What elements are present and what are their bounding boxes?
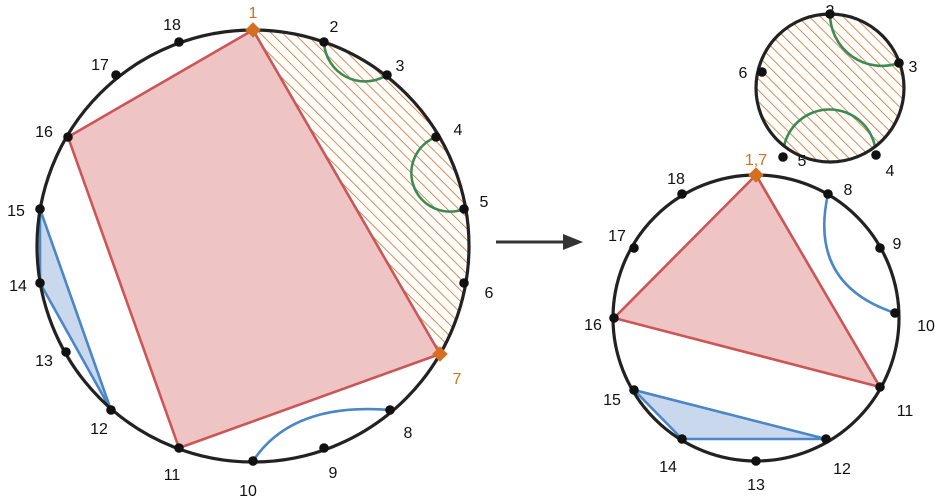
arc-2-3-small	[828, 14, 900, 68]
arc-8-10-small	[823, 193, 896, 315]
red-triangle	[612, 173, 882, 389]
left-label-7: 7	[453, 371, 462, 388]
left-point-13	[61, 347, 71, 357]
right-top-label-2: 2	[826, 3, 835, 20]
left-point-5	[459, 204, 469, 214]
right-bottom-point-9	[875, 243, 885, 253]
right-bottom-label-17: 17	[608, 228, 626, 245]
right-top-point-2	[825, 9, 835, 19]
right-top-point-4	[871, 150, 881, 160]
left-point-18	[174, 37, 184, 47]
left-label-15: 15	[7, 203, 25, 220]
left-label-10: 10	[239, 483, 257, 500]
left-label-12: 12	[90, 421, 108, 438]
right-top-points: 2 3 4 5 6	[739, 3, 918, 180]
right-top-diagram: 2 3 4 5 6	[739, 3, 918, 180]
right-bottom-point-11	[875, 382, 885, 392]
left-point-10	[248, 456, 258, 466]
right-bottom-point-8	[823, 189, 833, 199]
left-point-11	[174, 443, 184, 453]
transform-arrow	[496, 234, 583, 250]
right-bottom-label-9: 9	[893, 236, 902, 253]
left-point-4	[431, 132, 441, 142]
right-bottom-point-13	[751, 456, 761, 466]
left-label-2: 2	[330, 19, 339, 36]
right-top-label-3: 3	[909, 59, 918, 76]
left-point-6	[459, 278, 469, 288]
right-bottom-point-15	[629, 385, 639, 395]
left-label-8: 8	[404, 425, 413, 442]
right-bottom-label-1-7: 1,7	[745, 152, 767, 169]
right-bottom-label-12: 12	[833, 461, 851, 478]
blue-triangle-small	[632, 388, 828, 441]
left-point-14	[35, 278, 45, 288]
left-point-2	[319, 37, 329, 47]
right-bottom-point-16	[609, 313, 619, 323]
right-bottom-point-14	[677, 434, 687, 444]
blue-triangle	[38, 207, 113, 412]
hatched-disk	[756, 14, 904, 162]
left-point-3	[382, 70, 392, 80]
right-bottom-point-10	[890, 308, 900, 318]
right-top-label-5: 5	[798, 153, 807, 170]
right-bottom-points: 1,7 8 9 10 11 12 13 14 15 16 17 18	[584, 152, 935, 494]
left-label-6: 6	[485, 285, 494, 302]
hatched-region	[253, 30, 469, 354]
right-bottom-label-11: 11	[897, 403, 914, 420]
left-label-4: 4	[454, 122, 463, 139]
right-bottom-label-18: 18	[667, 171, 685, 188]
arc-4-5	[410, 135, 465, 213]
right-bottom-label-13: 13	[747, 477, 765, 494]
left-label-9: 9	[329, 465, 338, 482]
left-label-18: 18	[163, 17, 181, 34]
left-point-8	[385, 405, 395, 415]
left-point-15	[35, 204, 45, 214]
left-point-16	[63, 132, 73, 142]
left-label-17: 17	[91, 57, 109, 74]
left-point-17	[111, 70, 121, 80]
arc-2-3	[322, 41, 388, 83]
right-top-label-4: 4	[886, 163, 895, 180]
right-top-point-5	[778, 152, 788, 162]
left-label-1: 1	[249, 5, 258, 22]
right-bottom-point-12	[821, 434, 831, 444]
right-top-point-3	[894, 58, 904, 68]
left-label-13: 13	[35, 353, 53, 370]
left-label-5: 5	[480, 194, 489, 211]
right-bottom-label-16: 16	[584, 317, 602, 334]
right-bottom-label-15: 15	[603, 392, 621, 409]
left-point-9	[319, 443, 329, 453]
left-label-16: 16	[35, 124, 53, 141]
left-label-3: 3	[396, 58, 405, 75]
right-bottom-point-17	[629, 243, 639, 253]
right-bottom-label-8: 8	[844, 182, 853, 199]
left-label-11: 11	[164, 467, 181, 484]
left-point-12	[106, 405, 116, 415]
right-bottom-label-14: 14	[659, 459, 677, 476]
arc-4-5-small	[781, 108, 878, 158]
right-top-label-6: 6	[739, 65, 748, 82]
right-bottom-diagram: 1,7 8 9 10 11 12 13 14 15 16 17 18	[584, 152, 935, 494]
arc-8-10	[251, 407, 391, 462]
left-label-14: 14	[9, 278, 27, 295]
right-top-point-6	[757, 67, 767, 77]
right-bottom-label-10: 10	[917, 318, 935, 335]
right-bottom-point-18	[677, 189, 687, 199]
right-bottom-point-1-7	[748, 167, 764, 183]
